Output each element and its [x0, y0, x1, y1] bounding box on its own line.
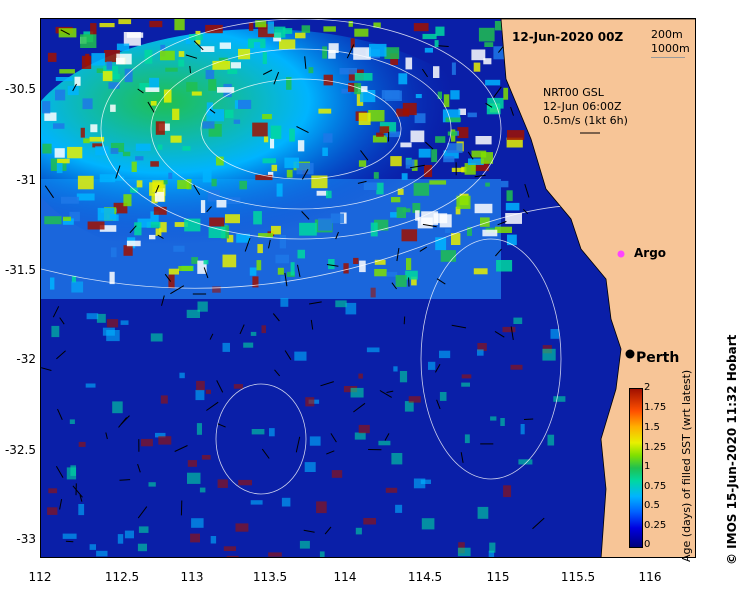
- colorbar-tick: 2: [644, 382, 651, 393]
- colorbar-tick: 0.75: [644, 481, 667, 492]
- depth-1000-label: 1000m: [651, 42, 690, 55]
- x-tick-label: 115.5: [560, 570, 596, 584]
- land-western-australia: [500, 19, 695, 557]
- x-tick-label: 116: [638, 570, 662, 584]
- y-tick-label: -30.5: [4, 82, 36, 96]
- colorbar-tick: 1: [644, 461, 651, 472]
- velocity-scale-label: 0.5m/s (1kt 6h): [543, 114, 628, 127]
- y-tick-label: -33: [16, 532, 36, 546]
- colorbar-tick: 0.25: [644, 520, 667, 531]
- product-time-label: 12-Jun 06:00Z: [543, 100, 622, 113]
- product-name-label: NRT00 GSL: [543, 86, 604, 99]
- x-tick-label: 114: [333, 570, 357, 584]
- date-label: 12-Jun-2020 00Z: [512, 30, 624, 44]
- colorbar-title: Age (days) of filled SST (wrt latest): [680, 369, 693, 562]
- sst-patches: [41, 19, 566, 557]
- y-tick-label: -31.5: [4, 263, 36, 277]
- colorbar-tick: 0.5: [644, 500, 660, 511]
- sst-map: [40, 18, 696, 558]
- colorbar: [629, 388, 643, 548]
- colorbar-tick: 1.75: [644, 402, 667, 413]
- credit-label: © IMOS 15-Jun-2020 11:32 Hobart: [725, 334, 739, 565]
- x-tick-label: 112: [28, 570, 52, 584]
- sst-age-map-graphic: [41, 19, 695, 557]
- x-tick-label: 113.5: [252, 570, 288, 584]
- current-vectors: [41, 29, 545, 543]
- perth-marker: [625, 349, 635, 359]
- argo-float-marker: [617, 250, 625, 258]
- y-tick-label: -32.5: [4, 443, 36, 457]
- y-tick-label: -31: [16, 173, 36, 187]
- depth-legend-line: [651, 57, 685, 58]
- depth-200-label: 200m: [651, 28, 683, 41]
- colorbar-tick: 0: [644, 539, 651, 550]
- x-tick-label: 112.5: [104, 570, 140, 584]
- argo-label: Argo: [634, 246, 667, 260]
- y-tick-label: -32: [16, 352, 36, 366]
- x-tick-label: 113: [180, 570, 204, 584]
- colorbar-tick: 1.5: [644, 422, 660, 433]
- perth-label: Perth: [636, 350, 680, 366]
- x-tick-label: 115: [486, 570, 510, 584]
- x-tick-label: 114.5: [407, 570, 443, 584]
- colorbar-tick: 1.25: [644, 442, 667, 453]
